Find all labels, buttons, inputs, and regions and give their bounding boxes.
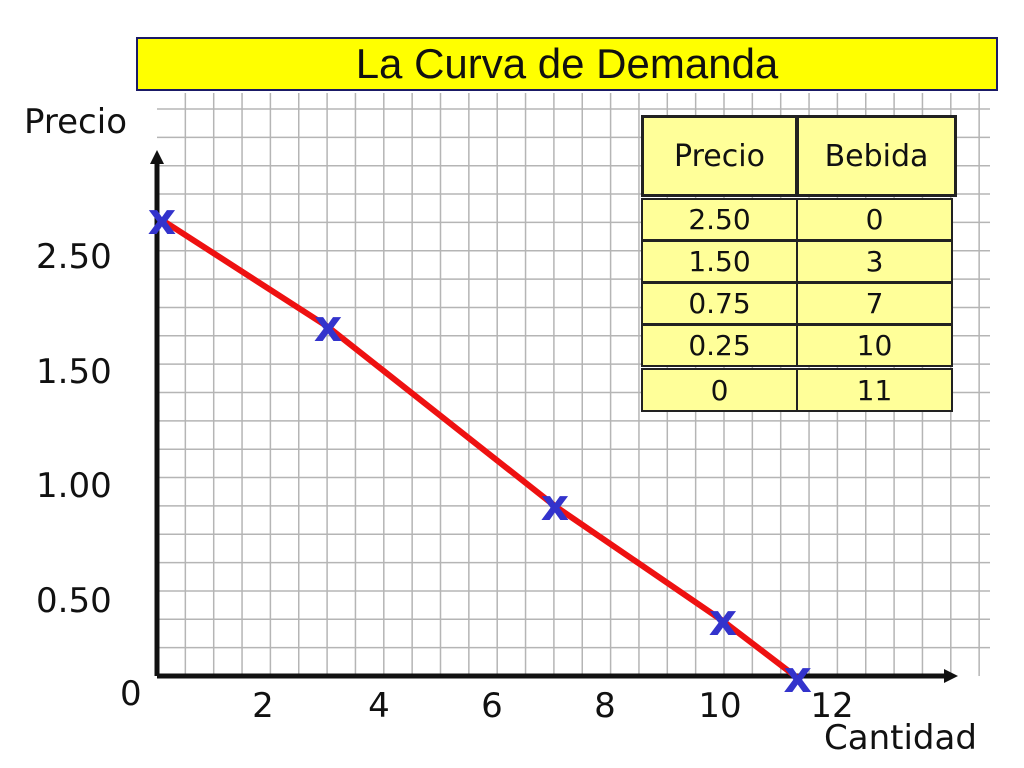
data-point-marker: x (314, 301, 342, 352)
table-cell: 0 (641, 368, 798, 412)
table-cell: 0 (796, 198, 953, 241)
chart-title: La Curva de Demanda (136, 37, 998, 91)
table-cell: 7 (796, 282, 953, 325)
demand-curve (160, 217, 800, 681)
x-tick-label: 10 (698, 686, 742, 726)
y-tick-label: 2.50 (36, 237, 112, 277)
table-cell: 1.50 (641, 240, 798, 283)
data-point-marker: x (709, 595, 737, 646)
y-tick-label: 0.50 (36, 581, 112, 621)
table-cell: 0.75 (641, 282, 798, 325)
table-cell: 3 (796, 240, 953, 283)
table-header-precio: Precio (641, 115, 798, 197)
x-tick-label: 4 (368, 686, 390, 726)
x-tick-label: 12 (810, 686, 854, 726)
table-cell: 10 (796, 324, 953, 367)
table-cell: 0.25 (641, 324, 798, 367)
table-cell: 11 (796, 368, 953, 412)
y-axis-arrow (150, 150, 164, 164)
x-tick-label: 6 (481, 686, 503, 726)
x-tick-label: 8 (594, 686, 616, 726)
data-point-marker: x (148, 194, 176, 245)
x-tick-label: 2 (252, 686, 274, 726)
table-cell: 2.50 (641, 198, 798, 241)
x-axis-label: Cantidad (824, 718, 977, 758)
x-axis-arrow (944, 669, 958, 683)
data-point-marker: x (541, 480, 569, 531)
y-tick-label: 1.50 (36, 352, 112, 392)
data-point-marker: x (784, 652, 812, 703)
y-axis-label: Precio (24, 102, 127, 142)
table-header-bebida: Bebida (796, 115, 957, 197)
y-tick-label: 0 (120, 674, 142, 714)
y-tick-label: 1.00 (36, 466, 112, 506)
